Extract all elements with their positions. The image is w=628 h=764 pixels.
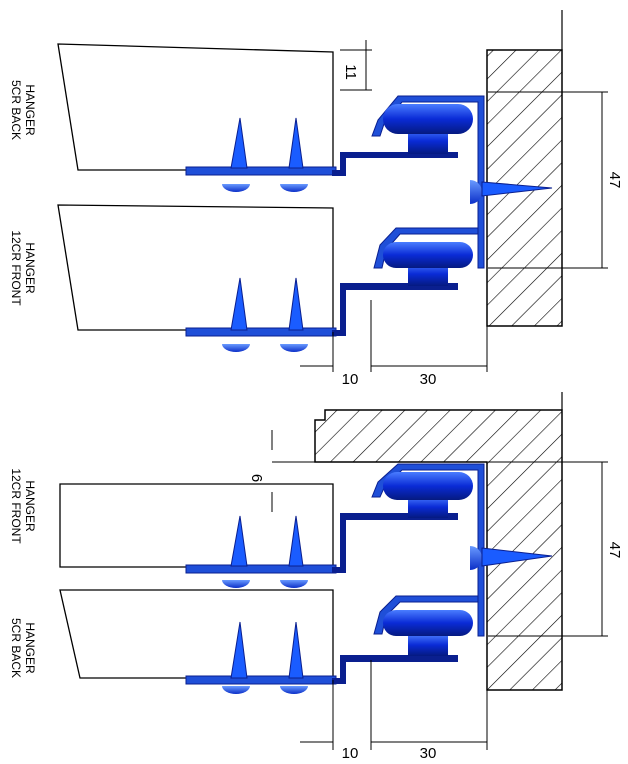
label-5cr-back-top-1: 5CR BACK [9,80,23,140]
bottom-view: 12CR FRONT HANGER 5CR BACK HANGER 6 47 1… [9,392,623,762]
label-5cr-back-top-2: HANGER [23,84,37,136]
label-12cr-front-top-2: HANGER [23,242,37,294]
dim-height-bottom: 47 [606,542,623,559]
dim-left-top: 10 [342,371,359,388]
wall-section [486,10,563,327]
dimensions-bottom [271,430,608,750]
dim-left-bottom: 10 [342,745,359,762]
screws-top [230,117,304,331]
label-5cr-back-bottom-1: 5CR BACK [9,618,23,678]
dimensions-top [300,40,608,372]
dim-offset-top: 11 [342,64,359,80]
dim-offset-bottom: 6 [248,474,265,482]
label-5cr-back-bottom-2: HANGER [23,622,37,674]
wall-section-bottom [314,392,563,691]
hanger-lower-bottom [185,595,479,694]
label-12cr-front-bottom-2: HANGER [23,480,37,532]
hanger-upper [185,95,485,269]
top-view: 5CR BACK HANGER 12CR FRONT HANGER 11 47 … [9,10,623,388]
hanger-lower [185,227,479,352]
dim-height-top: 47 [606,172,623,189]
label-12cr-front-top-1: 12CR FRONT [9,230,23,306]
dim-right-bottom: 30 [420,745,437,762]
wall-screw-top [470,180,553,204]
label-12cr-front-bottom-1: 12CR FRONT [9,468,23,544]
wall-screw-bottom [470,546,553,570]
screws-bottom [230,515,304,679]
hanger-upper-bottom [185,463,485,637]
dim-right-top: 30 [420,371,437,388]
